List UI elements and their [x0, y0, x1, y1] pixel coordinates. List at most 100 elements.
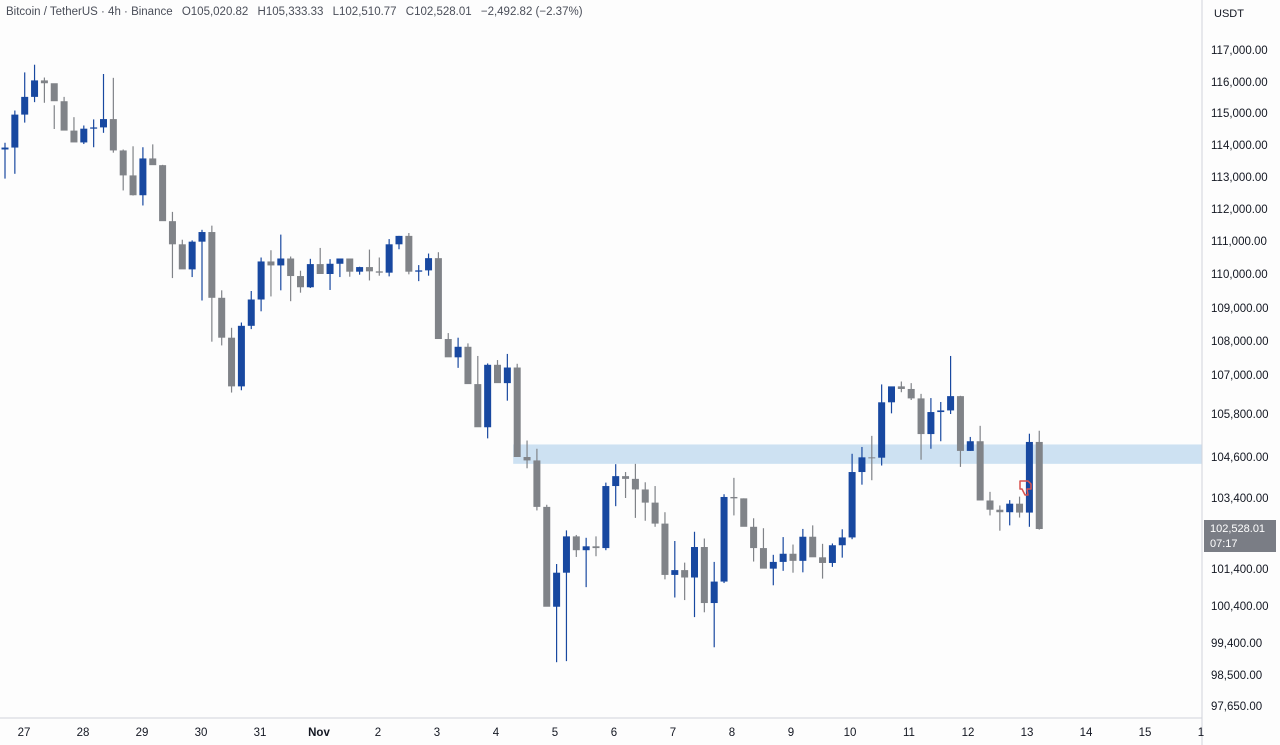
- candle[interactable]: [149, 144, 157, 166]
- candle[interactable]: [1035, 430, 1043, 530]
- candle[interactable]: [917, 393, 925, 460]
- candle[interactable]: [474, 355, 482, 428]
- candle[interactable]: [572, 534, 580, 557]
- candle[interactable]: [838, 529, 846, 558]
- candle[interactable]: [228, 327, 236, 393]
- candle[interactable]: [405, 233, 413, 275]
- candle[interactable]: [996, 505, 1004, 531]
- price-axis-unit[interactable]: USDT: [1214, 8, 1244, 20]
- candle[interactable]: [100, 74, 107, 133]
- candle[interactable]: [878, 384, 886, 466]
- candle[interactable]: [720, 494, 728, 584]
- candle[interactable]: [316, 247, 324, 274]
- candle[interactable]: [434, 252, 442, 340]
- candle[interactable]: [681, 562, 689, 601]
- candle[interactable]: [986, 491, 994, 516]
- candle[interactable]: [168, 211, 176, 279]
- candle[interactable]: [710, 561, 718, 648]
- candle[interactable]: [336, 258, 344, 278]
- candle[interactable]: [769, 554, 777, 586]
- candle[interactable]: [956, 395, 964, 467]
- candle[interactable]: [80, 125, 88, 145]
- candle[interactable]: [277, 234, 285, 291]
- candle[interactable]: [287, 256, 295, 302]
- candle[interactable]: [208, 225, 216, 342]
- candle[interactable]: [297, 270, 304, 293]
- candle[interactable]: [651, 486, 659, 527]
- candle[interactable]: [21, 72, 29, 123]
- candle[interactable]: [1006, 500, 1014, 526]
- candle[interactable]: [858, 446, 866, 485]
- candle[interactable]: [809, 525, 817, 558]
- candle[interactable]: [159, 164, 167, 222]
- candle[interactable]: [947, 355, 955, 414]
- candle[interactable]: [90, 119, 98, 148]
- candle[interactable]: [237, 322, 245, 391]
- candle[interactable]: [907, 383, 915, 401]
- candle[interactable]: [848, 453, 856, 540]
- candle[interactable]: [1025, 433, 1033, 527]
- candle[interactable]: [750, 518, 758, 562]
- candle[interactable]: [267, 250, 275, 297]
- candle[interactable]: [730, 477, 738, 516]
- candle[interactable]: [326, 259, 334, 290]
- candle[interactable]: [828, 543, 836, 567]
- candle[interactable]: [937, 401, 945, 442]
- candle[interactable]: [31, 64, 39, 103]
- candle[interactable]: [513, 363, 521, 457]
- candle[interactable]: [612, 464, 620, 507]
- candle[interactable]: [592, 536, 600, 557]
- candle[interactable]: [927, 398, 935, 449]
- thumbs-down-icon[interactable]: [1019, 480, 1032, 496]
- candle[interactable]: [50, 83, 58, 129]
- candle[interactable]: [70, 117, 78, 143]
- candle[interactable]: [602, 482, 610, 551]
- candle[interactable]: [464, 343, 472, 385]
- candle[interactable]: [503, 353, 511, 401]
- candle[interactable]: [494, 360, 501, 384]
- candle[interactable]: [562, 530, 570, 662]
- candle[interactable]: [444, 333, 452, 358]
- candle[interactable]: [425, 253, 433, 276]
- candle[interactable]: [888, 386, 895, 414]
- candle[interactable]: [257, 257, 265, 312]
- candle[interactable]: [40, 77, 48, 103]
- candle[interactable]: [691, 531, 698, 618]
- candle[interactable]: [779, 537, 787, 571]
- candle[interactable]: [671, 540, 679, 598]
- candle[interactable]: [415, 265, 423, 282]
- candle[interactable]: [484, 363, 492, 439]
- candle[interactable]: [356, 266, 364, 275]
- candle[interactable]: [622, 472, 630, 498]
- candle[interactable]: [198, 229, 206, 301]
- candle[interactable]: [139, 147, 147, 206]
- candle[interactable]: [966, 436, 974, 451]
- candle[interactable]: [129, 146, 137, 196]
- candle[interactable]: [661, 512, 669, 580]
- candle[interactable]: [346, 258, 354, 277]
- candle[interactable]: [218, 290, 226, 346]
- candle[interactable]: [799, 528, 807, 573]
- candle[interactable]: [395, 235, 403, 250]
- candle[interactable]: [631, 463, 639, 518]
- candle[interactable]: [109, 77, 117, 153]
- candle[interactable]: [641, 482, 649, 521]
- candle[interactable]: [1, 142, 9, 179]
- candle[interactable]: [700, 538, 708, 613]
- candle[interactable]: [976, 425, 984, 501]
- candle[interactable]: [868, 435, 876, 481]
- candle[interactable]: [11, 110, 19, 174]
- candle[interactable]: [897, 381, 905, 393]
- candle[interactable]: [119, 149, 127, 191]
- candle[interactable]: [178, 239, 186, 270]
- candle[interactable]: [553, 564, 561, 663]
- candle[interactable]: [1016, 496, 1024, 518]
- support-zone[interactable]: [513, 444, 1202, 464]
- candle[interactable]: [365, 249, 373, 281]
- candle[interactable]: [523, 440, 531, 469]
- candle[interactable]: [789, 544, 797, 573]
- candle[interactable]: [533, 448, 541, 511]
- candle[interactable]: [247, 291, 255, 330]
- candle[interactable]: [375, 257, 383, 276]
- candle[interactable]: [819, 543, 827, 579]
